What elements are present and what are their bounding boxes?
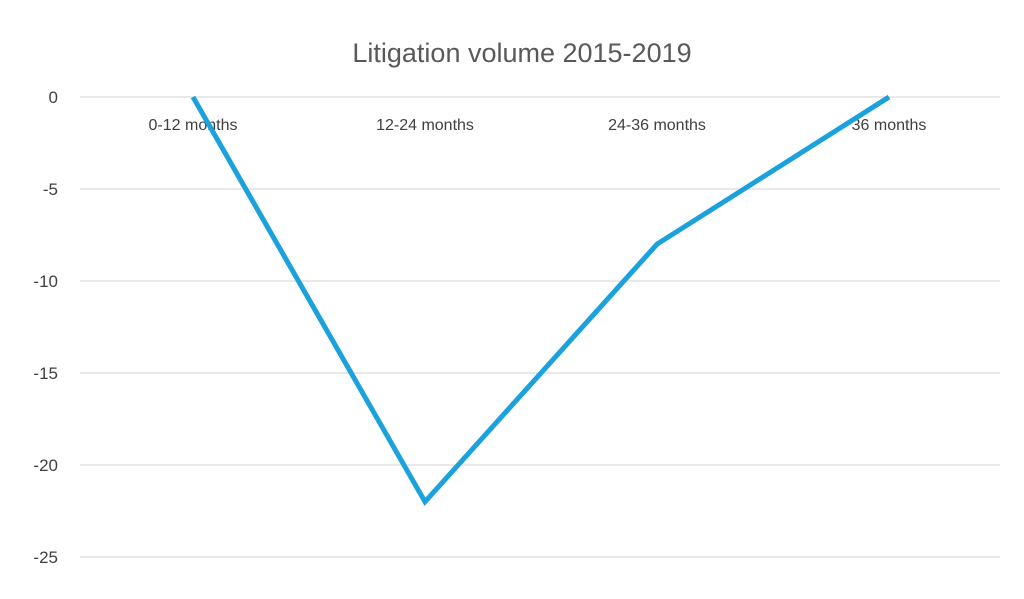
y-tick-label: -5	[43, 180, 58, 199]
category-label: 24-36 months	[608, 117, 706, 134]
category-label: 0-12 months	[149, 117, 238, 134]
y-tick-label: -25	[33, 548, 58, 567]
y-tick-label: 0	[49, 88, 58, 107]
y-axis-tick-labels: 0 -5 -10 -15 -20 -25	[33, 88, 58, 567]
y-tick-label: -10	[33, 272, 58, 291]
gridlines	[80, 96, 1000, 558]
category-label: 36 months	[852, 117, 927, 134]
chart-title: Litigation volume 2015-2019	[352, 38, 691, 68]
category-labels: 0-12 months 12-24 months 24-36 months 36 mo…	[149, 117, 927, 134]
series-lines	[190, 94, 891, 507]
y-tick-label: -20	[33, 456, 58, 475]
y-tick-label: -15	[33, 364, 58, 383]
category-label: 12-24 months	[376, 117, 474, 134]
series-line	[190, 94, 891, 507]
